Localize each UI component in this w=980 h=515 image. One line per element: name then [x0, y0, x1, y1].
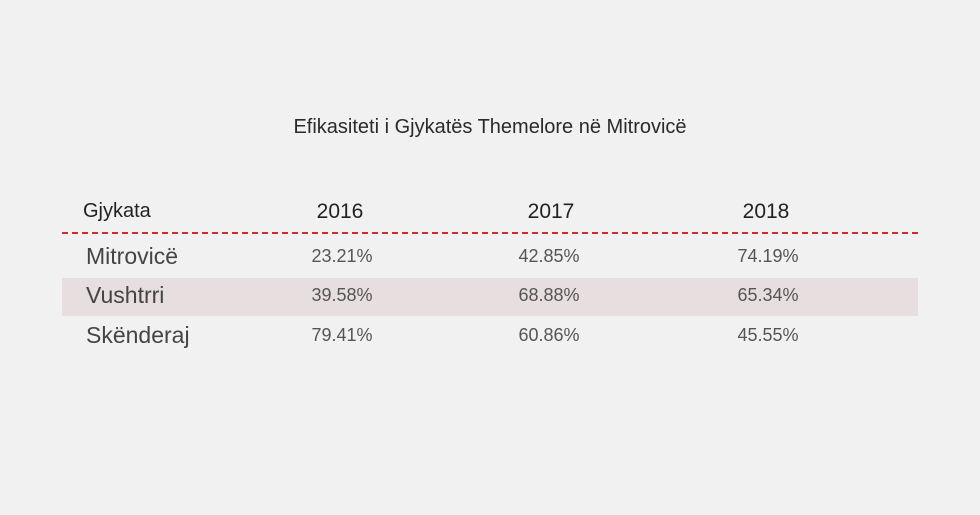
chart-title: Efikasiteti i Gjykatës Themelore në Mitr… — [293, 116, 687, 138]
value-2018: 45.55% — [737, 325, 799, 345]
court-name: Vushtrri — [86, 282, 165, 308]
value-2018: 74.19% — [737, 246, 799, 266]
table-row: Mitrovicë 23.21% 42.85% 74.19% — [62, 239, 918, 277]
value-2016: 79.41% — [311, 325, 373, 345]
value-2017: 68.88% — [518, 285, 580, 305]
column-header-2018: 2018 — [742, 200, 790, 223]
table-row: Skënderaj 79.41% 60.86% 45.55% — [62, 318, 918, 356]
court-name: Skënderaj — [86, 322, 190, 348]
column-header-2017: 2017 — [527, 200, 575, 223]
value-2017: 42.85% — [518, 246, 580, 266]
value-2016: 23.21% — [311, 246, 373, 266]
court-name: Mitrovicë — [86, 243, 179, 269]
table-row: Vushtrri 39.58% 68.88% 65.34% — [62, 278, 918, 316]
value-2018: 65.34% — [737, 285, 799, 305]
value-2017: 60.86% — [518, 325, 580, 345]
header-divider — [62, 232, 918, 234]
column-header-court: Gjykata — [83, 200, 151, 222]
column-header-2016: 2016 — [316, 200, 364, 223]
value-2016: 39.58% — [311, 285, 373, 305]
